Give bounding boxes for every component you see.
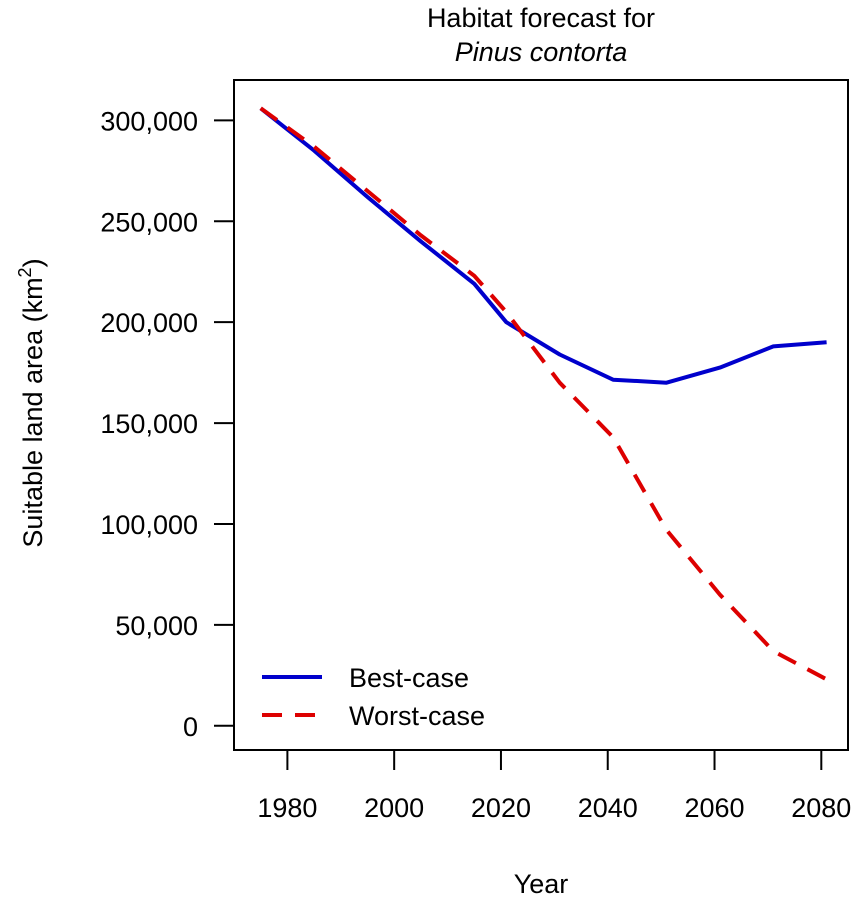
series-layer [259, 106, 828, 682]
y-axis-title: Suitable land area (km2) [15, 258, 48, 547]
y-tick-label: 300,000 [100, 106, 198, 136]
series-line-best-case [259, 106, 827, 385]
x-tick-label: 2020 [471, 793, 531, 823]
legend: Best-case Worst-case [262, 663, 485, 731]
legend-label: Worst-case [349, 701, 485, 731]
x-axis: 1980 2000 2020 2040 2060 2080 [257, 750, 851, 823]
y-tick-label: 250,000 [100, 207, 198, 237]
x-axis-title: Year [514, 869, 569, 898]
series-line-worst-case [259, 106, 828, 682]
plot-frame [233, 79, 849, 751]
x-tick-label: 2080 [791, 793, 851, 823]
y-tick-label: 150,000 [100, 409, 198, 439]
y-tick-label: 100,000 [100, 510, 198, 540]
y-axis-title-close: ) [18, 258, 48, 267]
y-axis-title-superscript: 2 [15, 267, 35, 277]
y-tick-label: 50,000 [115, 611, 198, 641]
y-tick-label: 0 [183, 712, 198, 742]
x-tick-label: 2000 [364, 793, 424, 823]
chart-title: Habitat forecast for [427, 3, 655, 33]
chart-subtitle-species: Pinus contorta [455, 37, 628, 67]
y-tick-label: 200,000 [100, 308, 198, 338]
x-tick-label: 2060 [684, 793, 744, 823]
x-tick-label: 1980 [257, 793, 317, 823]
x-tick-label: 2040 [578, 793, 638, 823]
y-axis: 0 50,000 100,000 150,000 200,000 250,000 300,0… [100, 106, 234, 742]
y-axis-title-text: Suitable land area (km [18, 277, 48, 547]
legend-label: Best-case [349, 663, 469, 693]
